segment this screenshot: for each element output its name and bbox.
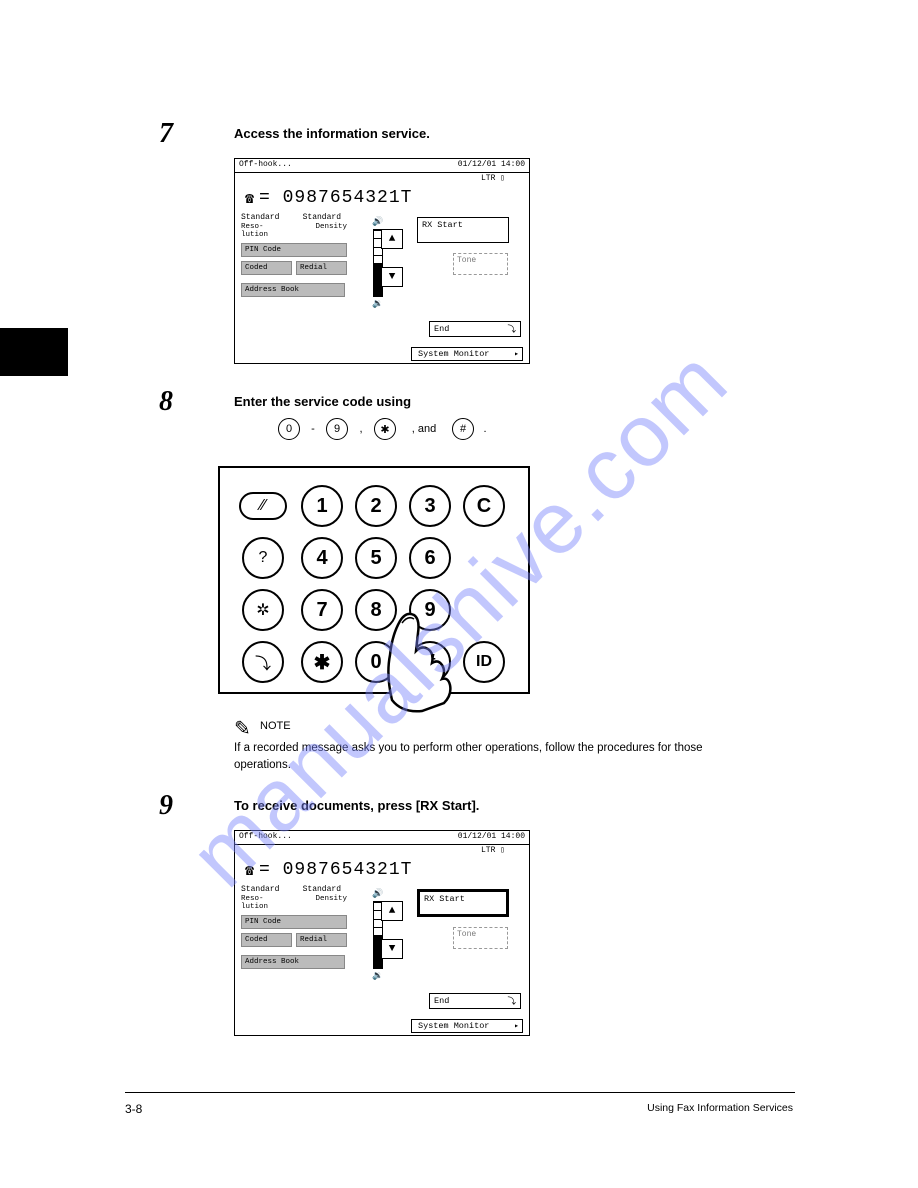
mini-key-0: 0 bbox=[278, 418, 300, 440]
lcd2-coded-dialing-button[interactable]: Coded bbox=[241, 933, 292, 947]
mini-key-9: 9 bbox=[326, 418, 348, 440]
lcd1-coded-dialing-button[interactable]: Coded bbox=[241, 261, 292, 275]
keypad-9[interactable]: 9 bbox=[409, 589, 451, 631]
lcd1-datetime: 01/12/01 14:00 bbox=[458, 160, 525, 172]
mini-key-hash: # bbox=[452, 418, 474, 440]
telephone-icon: ☎ bbox=[245, 189, 255, 208]
lcd1-address-book-button[interactable]: Address Book bbox=[241, 283, 345, 297]
lcd1-rx-start-button[interactable]: RX Start bbox=[417, 217, 509, 243]
lcd2-redial-button[interactable]: Redial bbox=[296, 933, 347, 947]
footer-title: Using Fax Information Services bbox=[647, 1102, 793, 1114]
lcd2-dial-row: ☎ = 0987654321T bbox=[235, 857, 529, 883]
footer-page-number: 3-8 bbox=[125, 1102, 142, 1116]
lcd2-status: Off-hook... bbox=[239, 832, 292, 844]
keypad-7[interactable]: 7 bbox=[301, 589, 343, 631]
mini-and: , and bbox=[408, 423, 440, 435]
lcd1-subbar: LTR ▯ bbox=[235, 173, 529, 185]
lcd1-status: Off-hook... bbox=[239, 160, 292, 172]
lcd2-hdr-left: Standard bbox=[241, 885, 279, 894]
lcd1-volume-up-button[interactable]: ▲ bbox=[381, 229, 403, 249]
lcd1-pin-code-button[interactable]: PIN Code bbox=[241, 243, 347, 257]
lcd2-volume-down-button[interactable]: ▼ bbox=[381, 939, 403, 959]
mini-period: . bbox=[480, 423, 490, 435]
keypad-id[interactable]: ID bbox=[463, 641, 505, 683]
lcd1-hdr-left: Standard bbox=[241, 213, 279, 222]
lcd-screen-2: Off-hook... 01/12/01 14:00 LTR ▯ ☎ = 098… bbox=[234, 830, 530, 1036]
lcd2-dial-number: = 0987654321T bbox=[259, 860, 412, 880]
lcd-screen-1: Off-hook... 01/12/01 14:00 LTR ▯ ☎ = 098… bbox=[234, 158, 530, 364]
keypad-6[interactable]: 6 bbox=[409, 537, 451, 579]
keypad-settings[interactable]: ✲ bbox=[242, 589, 284, 631]
speaker-down-icon-2: 🔉 bbox=[351, 971, 405, 981]
lcd2-hdr-right: Standard bbox=[303, 885, 341, 894]
step-8-text: Enter the service code using bbox=[234, 394, 411, 409]
section-tab bbox=[0, 328, 68, 376]
step-7-text: Access the information service. bbox=[234, 126, 430, 141]
numeric-keypad: ⁄⁄ 1 2 3 C ? 4 5 6 ✲ 7 8 9 ⤵ ✱ 0 # ID bbox=[218, 466, 530, 694]
lcd2-subbar: LTR ▯ bbox=[235, 845, 529, 857]
lcd1-density-label: Density bbox=[315, 223, 347, 239]
lcd2-rx-start-button[interactable]: RX Start bbox=[417, 889, 509, 917]
page: 7 Access the information service. Off-ho… bbox=[0, 0, 918, 40]
lcd2-system-monitor-button[interactable]: System Monitor bbox=[411, 1019, 523, 1033]
lcd2-density-label: Density bbox=[315, 895, 347, 911]
speaker-up-icon-2: 🔊 bbox=[351, 889, 405, 899]
lcd1-end-button[interactable]: End⤵ bbox=[429, 321, 521, 337]
lcd2-end-button[interactable]: End⤵ bbox=[429, 993, 521, 1009]
lcd1-dial-number: = 0987654321T bbox=[259, 188, 412, 208]
step-9-number: 9 bbox=[159, 790, 173, 822]
keypad-4[interactable]: 4 bbox=[301, 537, 343, 579]
keypad-star[interactable]: ✱ bbox=[301, 641, 343, 683]
lcd2-pin-code-button[interactable]: PIN Code bbox=[241, 915, 347, 929]
footer-rule bbox=[125, 1092, 795, 1093]
keypad-1[interactable]: 1 bbox=[301, 485, 343, 527]
lcd1-hdr-right: Standard bbox=[303, 213, 341, 222]
lcd1-system-monitor-button[interactable]: System Monitor bbox=[411, 347, 523, 361]
lcd2-volume-up-button[interactable]: ▲ bbox=[381, 901, 403, 921]
mini-comma: , bbox=[356, 423, 366, 435]
keypad-hash[interactable]: # bbox=[409, 641, 451, 683]
lcd1-dial-row: ☎ = 0987654321T bbox=[235, 185, 529, 211]
lcd2-reso-b: lution bbox=[241, 903, 268, 911]
telephone-icon-2: ☎ bbox=[245, 861, 255, 880]
keypad-3[interactable]: 3 bbox=[409, 485, 451, 527]
step-7-number: 7 bbox=[159, 118, 173, 150]
keypad-help[interactable]: ? bbox=[242, 537, 284, 579]
lcd1-volume-down-button[interactable]: ▼ bbox=[381, 267, 403, 287]
note-label: NOTE bbox=[260, 720, 291, 732]
speaker-up-icon: 🔊 bbox=[351, 217, 405, 227]
lcd2-tone-button[interactable]: Tone bbox=[453, 927, 508, 949]
note-body: If a recorded message asks you to perfor… bbox=[234, 740, 744, 775]
keypad-2[interactable]: 2 bbox=[355, 485, 397, 527]
lcd1-reso-a: Reso- bbox=[241, 223, 264, 231]
lcd2-address-book-button[interactable]: Address Book bbox=[241, 955, 345, 969]
keypad-5[interactable]: 5 bbox=[355, 537, 397, 579]
keypad-c[interactable]: C bbox=[463, 485, 505, 527]
note-icon: ✎ bbox=[234, 716, 251, 741]
step-9-text: To receive documents, press [RX Start]. bbox=[234, 798, 479, 813]
keypad-clear-slash[interactable]: ⁄⁄ bbox=[239, 492, 287, 520]
lcd1-tone-button[interactable]: Tone bbox=[453, 253, 508, 275]
lcd1-reso-b: lution bbox=[241, 231, 268, 239]
lcd2-reso-a: Reso- bbox=[241, 895, 264, 903]
lcd1-redial-button[interactable]: Redial bbox=[296, 261, 347, 275]
mini-dash: - bbox=[308, 423, 318, 435]
mini-key-row: 0 - 9 , ✱ , and # . bbox=[278, 418, 490, 440]
keypad-0[interactable]: 0 bbox=[355, 641, 397, 683]
keypad-return[interactable]: ⤵ bbox=[242, 641, 284, 683]
step-8-number: 8 bbox=[159, 386, 173, 418]
speaker-down-icon: 🔉 bbox=[351, 299, 405, 309]
mini-key-star: ✱ bbox=[374, 418, 396, 440]
lcd2-datetime: 01/12/01 14:00 bbox=[458, 832, 525, 844]
keypad-8[interactable]: 8 bbox=[355, 589, 397, 631]
